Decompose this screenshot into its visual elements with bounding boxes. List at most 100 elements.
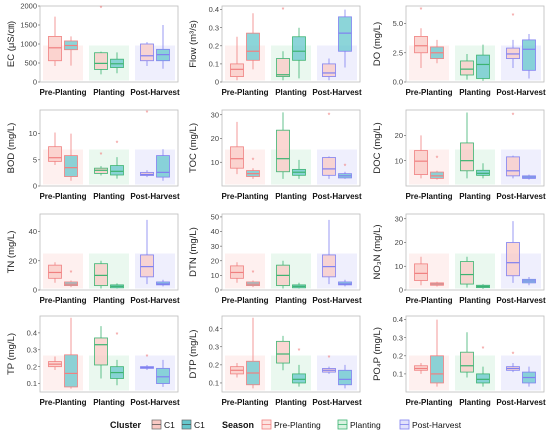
category-label: Pre-Planting — [405, 192, 452, 201]
y-tick-label: 0 — [33, 182, 37, 191]
y-axis-label: TP (mg/L) — [6, 333, 17, 375]
box-body — [414, 263, 428, 281]
box-body — [414, 36, 428, 54]
category-label: Pre-Planting — [405, 398, 452, 407]
box-planting-c1: * — [276, 7, 290, 81]
box-planting-c1 — [276, 335, 290, 371]
chart-panel-1: 0 500 1000 1500 2000 EC (μS/㎝) Pre-Planting Pla… — [6, 2, 180, 97]
box-pre-planting-c2: * — [246, 270, 260, 288]
y-tick-label: 0.2 — [27, 362, 37, 371]
y-tick-label: 0.3 — [209, 342, 219, 351]
chart-panel-10: 0.1 0.2 0.3 0.4 TP (mg/L) Pre-Planting Plantin… — [6, 315, 180, 407]
box-pre-planting-c1 — [48, 132, 62, 166]
box-planting-c2: * — [110, 332, 124, 386]
box-post-harvest-c2 — [522, 34, 536, 79]
category-label: Planting — [93, 192, 125, 201]
box-pre-planting-c1 — [414, 256, 428, 286]
y-tick-label: 0.4 — [27, 328, 37, 337]
box-body — [292, 36, 306, 61]
category-label: Pre-Planting — [39, 88, 86, 97]
chart-panel-4: 0 5 10 BOD (mg/L) Pre-Planting Planting Post-H… — [6, 109, 180, 201]
legend-cluster-title: Cluster — [110, 420, 142, 430]
box-planting-c2 — [292, 282, 306, 289]
chart-panel-7: 0 20 40 TN (mg/L) Pre-Planting Planting Post-H… — [6, 213, 180, 305]
y-tick-label: 0 — [33, 78, 37, 87]
category-label: Pre-Planting — [221, 296, 268, 305]
outlier-point: * — [420, 7, 423, 14]
outlier-point: * — [328, 112, 331, 119]
box-planting-c2: * — [292, 348, 306, 387]
y-tick-label: 0.2 — [209, 41, 219, 50]
box-planting-c1 — [94, 326, 108, 379]
chart-panel-5: 10 20 30 TOC (mg/L) Pre-Planting Planting Post… — [188, 109, 362, 201]
y-tick-label: 5.0 — [393, 19, 403, 28]
chart-panel-3: 0.0 2.5 5.0 DO (mg/L) Pre-Planting Planting Po… — [372, 5, 546, 97]
box-body — [460, 142, 474, 172]
box-planting-c2 — [476, 284, 490, 289]
category-label: Pre-Planting — [39, 398, 86, 407]
outlier-point: * — [100, 6, 103, 13]
outlier-point: * — [482, 346, 485, 353]
box-body — [156, 155, 170, 178]
category-label: Pre-Planting — [221, 398, 268, 407]
box-post-harvest-c2 — [156, 359, 170, 387]
y-tick-label: 500 — [24, 59, 37, 68]
y-tick-label: 20 — [211, 256, 219, 265]
box-post-harvest-c1 — [506, 221, 520, 283]
box-body — [94, 337, 108, 366]
legend-season-label: Planting — [350, 420, 381, 430]
category-label: Planting — [459, 398, 491, 407]
y-axis-label: EC (μS/㎝) — [6, 21, 17, 67]
box-body — [156, 367, 170, 384]
y-tick-label: 0.1 — [209, 379, 219, 388]
box-pre-planting-c1 — [48, 262, 62, 283]
outlier-point: * — [328, 355, 331, 362]
y-tick-label: 0.3 — [393, 333, 403, 342]
outlier-point: * — [116, 141, 119, 148]
box-body — [48, 146, 62, 162]
category-label: Pre-Planting — [39, 192, 86, 201]
y-tick-label: 1000 — [20, 40, 37, 49]
chart-panel-6: 10 20 DOC (mg/L) Pre-Planting Planting Post-H… — [372, 109, 546, 201]
y-tick-label: 30 — [211, 110, 219, 119]
outlier-point: * — [512, 352, 515, 359]
box-planting-c1 — [94, 260, 108, 289]
box-body — [460, 351, 474, 373]
category-label: Pre-Planting — [39, 296, 86, 305]
outlier-point: * — [512, 13, 515, 20]
box-body — [414, 150, 428, 176]
y-tick-label: 0.2 — [209, 360, 219, 369]
box-body — [246, 32, 260, 61]
box-body — [430, 171, 444, 179]
box-planting-c2 — [110, 52, 124, 74]
y-tick-label: 0.3 — [209, 23, 219, 32]
y-tick-label: 20 — [395, 131, 403, 140]
box-planting-c1: * — [94, 6, 108, 75]
box-body — [230, 63, 244, 77]
box-body — [276, 58, 290, 77]
y-axis-label: DTP (mg/L) — [188, 330, 199, 379]
chart-panel-2: 0 0.1 0.2 0.3 0.4 Flow (m³/s) Pre-Planting Plan… — [188, 5, 362, 97]
y-tick-label: 40 — [29, 227, 37, 236]
box-body — [322, 63, 336, 77]
category-label: Pre-Planting — [221, 192, 268, 201]
chart-panel-11: 0.1 0.2 0.3 0.4 DTP (mg/L) Pre-Planting Planti… — [188, 315, 362, 407]
box-post-harvest-c2 — [522, 174, 536, 180]
box-planting-c2 — [292, 159, 306, 179]
box-body — [230, 146, 244, 169]
y-tick-label: 40 — [211, 227, 219, 236]
box-body — [48, 36, 62, 62]
box-post-harvest-c1: * — [140, 354, 154, 371]
box-post-harvest-c1: * — [322, 112, 336, 179]
y-axis-label: TOC (mg/L) — [188, 123, 199, 173]
box-body — [64, 155, 78, 177]
y-tick-label: 20 — [29, 256, 37, 265]
outlier-point: * — [70, 270, 73, 277]
box-pre-planting-c2: * — [246, 157, 260, 179]
box-post-harvest-c1: * — [322, 355, 336, 374]
y-axis-label: PO₄P (mg/L) — [372, 327, 383, 381]
box-pre-planting-c2: * — [430, 156, 444, 180]
box-planting-c2 — [110, 283, 124, 289]
box-pre-planting-c1 — [48, 356, 62, 371]
